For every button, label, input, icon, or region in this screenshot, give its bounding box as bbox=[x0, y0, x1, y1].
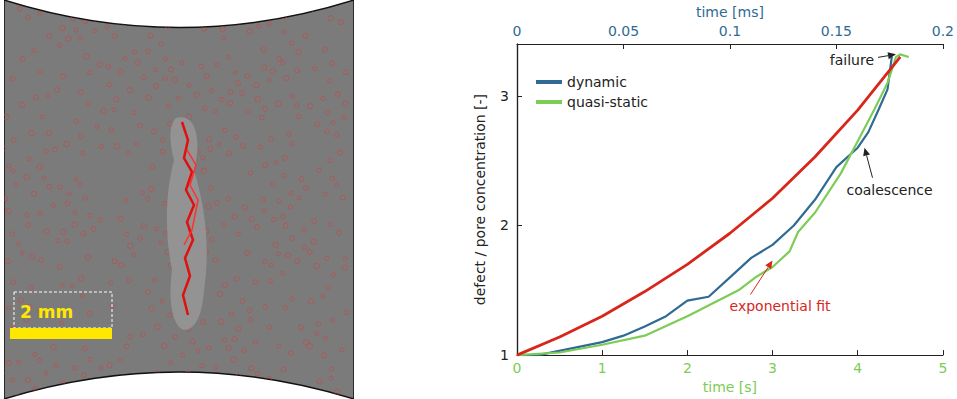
svg-text:0.2: 0.2 bbox=[932, 23, 954, 39]
svg-text:1: 1 bbox=[598, 360, 607, 376]
svg-text:3: 3 bbox=[500, 88, 509, 104]
svg-text:1: 1 bbox=[500, 347, 509, 363]
svg-text:5: 5 bbox=[938, 360, 947, 376]
svg-text:2: 2 bbox=[500, 217, 509, 233]
svg-text:defect / pore concentration [-: defect / pore concentration [-] bbox=[472, 94, 488, 305]
svg-text:0.15: 0.15 bbox=[821, 23, 852, 39]
svg-text:time [ms]: time [ms] bbox=[696, 4, 764, 20]
svg-text:dynamic: dynamic bbox=[567, 74, 627, 90]
svg-text:time [s]: time [s] bbox=[703, 379, 757, 395]
svg-text:2 mm: 2 mm bbox=[20, 302, 73, 322]
svg-text:4: 4 bbox=[853, 360, 862, 376]
svg-text:2: 2 bbox=[683, 360, 692, 376]
svg-text:0: 0 bbox=[513, 360, 522, 376]
svg-text:3: 3 bbox=[768, 360, 777, 376]
svg-text:0: 0 bbox=[513, 23, 522, 39]
svg-text:0.05: 0.05 bbox=[608, 23, 639, 39]
svg-text:coalescence: coalescence bbox=[847, 182, 933, 198]
svg-text:0.1: 0.1 bbox=[719, 23, 741, 39]
svg-text:quasi-static: quasi-static bbox=[567, 94, 648, 110]
svg-text:exponential fit: exponential fit bbox=[730, 298, 832, 314]
svg-text:failure: failure bbox=[830, 52, 874, 68]
